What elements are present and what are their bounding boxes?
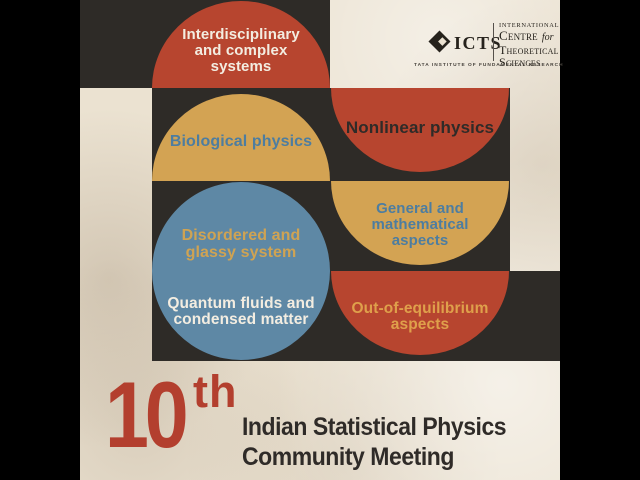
- icts-logo: ICTS International Centre for Theoretica…: [414, 22, 564, 72]
- topic-label-interdisciplinary: Interdisciplinary and complex systems: [152, 27, 330, 75]
- logo-line-international: International: [499, 22, 560, 29]
- logo-tagline: TATA INSTITUTE OF FUNDAMENTAL RESEARCH: [414, 63, 564, 68]
- topic-line: glassy system: [185, 243, 297, 261]
- title-number: 10: [105, 362, 189, 467]
- logo-centre: Centre: [499, 28, 538, 43]
- blue-circle-disordered-quantum: [152, 182, 330, 360]
- topic-line: Nonlinear physics: [345, 118, 495, 137]
- topic-line: aspects: [391, 231, 449, 249]
- icts-wordmark: ICTS: [454, 33, 503, 53]
- topic-label-nonlinear: Nonlinear physics: [331, 118, 509, 137]
- topic-line: Quantum fluids and: [167, 295, 315, 312]
- icts-diamond-icon: [428, 30, 451, 53]
- topic-label-biological: Biological physics: [152, 133, 330, 151]
- topic-line: condensed matter: [173, 311, 309, 329]
- topic-line: General and: [376, 200, 464, 217]
- topic-line: systems: [210, 57, 272, 75]
- logo-line-centre-for: Centre for: [499, 28, 559, 44]
- letterbox-left: [0, 0, 80, 480]
- topic-line: and complex: [194, 41, 288, 59]
- dark-tile-corner: [510, 271, 560, 361]
- topic-line: Disordered and: [181, 227, 301, 244]
- topic-label-disordered: Disordered and glassy system: [152, 227, 330, 262]
- topic-label-quantum: Quantum fluids and condensed matter: [152, 295, 330, 329]
- page-title: Indian Statistical Physics Community Mee…: [242, 412, 507, 472]
- topic-label-general: General and mathematical aspects: [331, 201, 509, 249]
- poster: Interdisciplinary and complex systems Bi…: [80, 0, 564, 480]
- topic-line: Biological physics: [169, 133, 313, 150]
- logo-text-block: International Centre for Theoretical Sci…: [499, 22, 559, 68]
- topic-line: mathematical: [371, 215, 469, 233]
- topic-line: Interdisciplinary: [182, 26, 300, 43]
- title-ordinal: th: [193, 366, 238, 417]
- logo-theoretical: Theoretical: [499, 43, 559, 57]
- title-line-1: Indian Statistical Physics: [242, 413, 507, 441]
- logo-for: for: [541, 32, 554, 43]
- letterbox-right: [560, 0, 640, 480]
- topic-line: aspects: [390, 316, 450, 334]
- topic-line: Out-of-equilibrium: [351, 300, 489, 317]
- title-line-2: Community Meeting: [242, 443, 454, 471]
- logo-divider: [493, 23, 494, 61]
- topic-label-outofeq: Out-of-equilibrium aspects: [331, 300, 509, 334]
- logo-sciences: Sciences: [499, 55, 541, 69]
